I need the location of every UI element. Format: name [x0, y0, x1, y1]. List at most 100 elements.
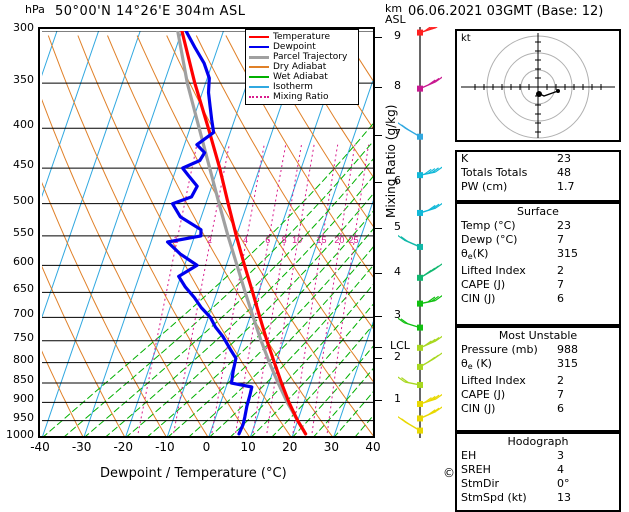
hodograph-stats-box: Hodograph EH 3 SREH 4 StmDir 0° StmSpd (kt) 13 — [455, 432, 621, 512]
mixing-ratio-axis-label: Mixing Ratio (g/kg) — [384, 104, 398, 218]
stat-row: K 23 — [457, 152, 619, 166]
stat-value: 13 — [557, 491, 571, 504]
svg-text:15: 15 — [316, 235, 326, 245]
stat-row: SREH 4 — [457, 463, 619, 477]
temperature-tick-40: 40 — [365, 440, 381, 454]
height-tick-6: 6 — [394, 174, 401, 188]
svg-text:6: 6 — [265, 235, 270, 245]
stat-value: 0° — [557, 477, 570, 490]
legend-item-dry-adiabat: Dry Adiabat — [249, 62, 355, 72]
temperature-tick--40: -40 — [30, 440, 50, 454]
stat-key: StmSpd (kt) — [461, 491, 527, 504]
wind-barb-column — [396, 22, 444, 438]
height-tick-7: 7 — [394, 127, 401, 141]
pressure-axis-unit-label: hPa — [25, 3, 45, 16]
stat-key: Lifted Index — [461, 374, 526, 387]
stat-key: Dewp (°C) — [461, 233, 518, 246]
stat-row: Temp (°C) 23 — [457, 219, 619, 233]
height-tick-mark-4 — [375, 272, 382, 274]
stat-key: StmDir — [461, 477, 500, 490]
pressure-tick-700: 700 — [13, 307, 34, 321]
pressure-tick-300: 300 — [13, 21, 34, 34]
svg-text:10: 10 — [292, 235, 302, 245]
indices-box: K 23 Totals Totals 48 PW (cm) 1.7 — [455, 150, 621, 202]
legend-item-parcel-trajectory: Parcel Trajectory — [249, 52, 355, 62]
svg-text:8: 8 — [282, 235, 287, 245]
pressure-tick-400: 400 — [13, 118, 34, 132]
temperature-tick--10: -10 — [155, 440, 175, 454]
stat-value: 23 — [557, 219, 571, 232]
stat-key: CAPE (J) — [461, 388, 506, 401]
stat-row: PW (cm) 1.7 — [457, 180, 619, 194]
stat-value: 2 — [557, 264, 564, 277]
x-axis-label: Dewpoint / Temperature (°C) — [100, 466, 287, 481]
hodograph-panel[interactable]: kt — [455, 29, 621, 142]
height-tick-1: 1 — [394, 392, 401, 405]
legend: Temperature Dewpoint Parcel Trajectory Dry … — [245, 29, 359, 105]
legend-swatch-5 — [249, 86, 269, 88]
hodograph-unit-label: kt — [461, 33, 471, 44]
stat-row: CIN (J) 6 — [457, 292, 619, 306]
stat-value: 988 — [557, 343, 578, 356]
stat-key: Totals Totals — [461, 166, 528, 179]
stat-key: PW (cm) — [461, 180, 508, 193]
model-run-title: 06.06.2021 03GMT (Base: 12) — [408, 4, 604, 19]
legend-item-dewpoint: Dewpoint — [249, 42, 355, 52]
stat-key: Pressure (mb) — [461, 343, 538, 356]
stat-row: CAPE (J) 7 — [457, 388, 619, 402]
legend-swatch-4 — [249, 76, 269, 78]
height-tick-2: 2 — [394, 350, 401, 364]
stat-value: 7 — [557, 278, 564, 291]
stat-row: Dewp (°C) 7 — [457, 233, 619, 247]
stat-value: 1.7 — [557, 180, 575, 193]
stat-key: CIN (J) — [461, 402, 496, 415]
stat-value: 2 — [557, 374, 564, 387]
temperature-tick-30: 30 — [323, 440, 340, 454]
stat-value: 315 — [557, 357, 578, 370]
stat-value: 315 — [557, 247, 578, 260]
height-tick-mark-7 — [375, 135, 382, 137]
height-tick-mark-3 — [375, 315, 382, 317]
stat-row: StmSpd (kt) 13 — [457, 491, 619, 505]
height-tick-mark-9 — [375, 36, 382, 38]
stat-row: Pressure (mb) 988 — [457, 343, 619, 357]
stat-row: θe (K) 315 — [457, 357, 619, 374]
legend-item-temperature: Temperature — [249, 32, 355, 42]
stat-key: θe(K) — [461, 247, 489, 261]
stat-row: EH 3 — [457, 449, 619, 463]
stat-row: CAPE (J) 7 — [457, 278, 619, 292]
legend-swatch-3 — [249, 66, 269, 68]
svg-text:4: 4 — [243, 235, 248, 245]
height-tick-9: 9 — [394, 28, 401, 42]
stat-key: θe (K) — [461, 357, 492, 371]
height-tick-mark-6 — [375, 182, 382, 184]
station-title: 50°00'N 14°26'E 304m ASL — [55, 4, 246, 19]
temperature-tick--20: -20 — [113, 440, 134, 454]
box-title: Surface — [517, 205, 559, 218]
temperature-tick-10: 10 — [240, 440, 256, 454]
surface-box: Surface Temp (°C) 23 Dewp (°C) 7 θe(K) 315 Lift… — [455, 202, 621, 326]
pressure-tick-600: 600 — [13, 255, 34, 269]
stat-key: K — [461, 152, 469, 165]
legend-swatch-1 — [249, 46, 269, 48]
svg-text:20: 20 — [334, 235, 344, 245]
box-title: Most Unstable — [498, 329, 578, 342]
height-axis-unit-label: km — [385, 2, 403, 15]
stat-value: 7 — [557, 388, 564, 401]
height-tick-4: 4 — [394, 264, 401, 278]
height-tick-mark-2 — [375, 358, 382, 360]
legend-item-wet-adiabat: Wet Adiabat — [249, 72, 355, 82]
stat-row: StmDir 0° — [457, 477, 619, 491]
stat-key: SREH — [461, 463, 491, 476]
hodograph-canvas — [461, 33, 615, 139]
temperature-tick-0: 0 — [202, 440, 211, 454]
stat-key: Lifted Index — [461, 264, 526, 277]
lcl-label: LCL — [390, 338, 410, 352]
height-tick-3: 3 — [394, 307, 401, 321]
pressure-tick-550: 550 — [13, 225, 34, 239]
stat-key: CAPE (J) — [461, 278, 506, 291]
stat-value: 6 — [557, 402, 564, 415]
stat-key: CIN (J) — [461, 292, 496, 305]
lcl-tick-mark — [375, 346, 382, 348]
pressure-tick-500: 500 — [13, 193, 34, 207]
